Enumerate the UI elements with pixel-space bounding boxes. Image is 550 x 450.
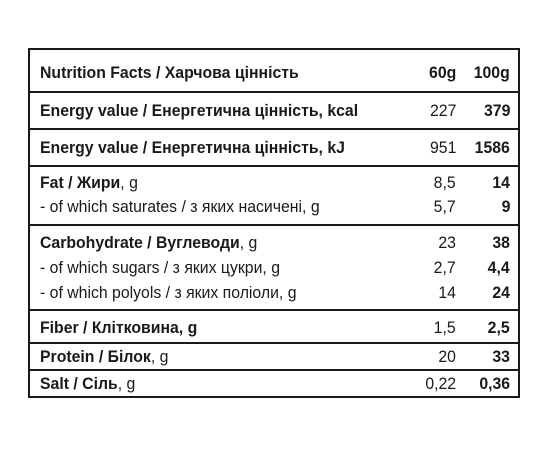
- table-row: Energy value / Енергетична цінність, kca…: [30, 100, 518, 122]
- row-label: - of which sugars / з яких цукри, g: [40, 258, 281, 277]
- value-60g: 1,5: [434, 318, 456, 337]
- divider: [30, 369, 518, 371]
- row-label: Energy value / Енергетична цінність, kca…: [40, 101, 359, 120]
- row-label: Protein / Білок, g: [40, 347, 169, 366]
- value-60g: 227: [429, 101, 456, 120]
- row-label: Energy value / Енергетична цінність, kJ: [40, 138, 345, 157]
- value-100g: 379: [483, 101, 510, 120]
- divider: [30, 224, 518, 226]
- value-60g: 951: [429, 138, 456, 157]
- table-row: Fat / Жири, g 8,5 14: [30, 172, 518, 194]
- row-label: Fat / Жири, g: [40, 173, 138, 192]
- value-100g: 33: [492, 347, 510, 366]
- divider: [30, 165, 518, 167]
- table-row: Protein / Білок, g 20 33: [30, 346, 518, 368]
- value-100g: 14: [492, 173, 510, 192]
- table-row: Salt / Сіль, g 0,22 0,36: [30, 373, 518, 395]
- column-header-100g: 100g: [473, 63, 510, 82]
- value-60g: 8,5: [434, 173, 456, 192]
- table-row: Carbohydrate / Вуглеводи, g 23 38: [30, 232, 518, 254]
- value-60g: 2,7: [434, 258, 456, 277]
- table-row: Energy value / Енергетична цінність, kJ …: [30, 137, 518, 159]
- nutrition-facts-table: Nutrition Facts / Харчова цінність 60g 1…: [28, 48, 520, 398]
- table-row: - of which polyols / з яких поліоли, g 1…: [30, 282, 518, 304]
- divider: [30, 309, 518, 311]
- value-100g: 0,36: [479, 374, 510, 393]
- row-label: - of which polyols / з яких поліоли, g: [40, 283, 297, 302]
- table-title: Nutrition Facts / Харчова цінність: [40, 63, 299, 82]
- table-row: Fiber / Клітковина, g 1,5 2,5: [30, 317, 518, 339]
- divider: [30, 128, 518, 130]
- header-row: Nutrition Facts / Харчова цінність 60g 1…: [30, 62, 518, 84]
- value-100g: 38: [492, 233, 510, 252]
- value-60g: 20: [438, 347, 456, 366]
- row-label: Carbohydrate / Вуглеводи, g: [40, 233, 258, 252]
- value-60g: 14: [438, 283, 456, 302]
- divider: [30, 91, 518, 93]
- table-row: - of which saturates / з яких насичені, …: [30, 196, 518, 218]
- value-100g: 24: [492, 283, 510, 302]
- divider: [30, 342, 518, 344]
- column-header-60g: 60g: [428, 63, 456, 82]
- value-60g: 5,7: [434, 197, 456, 216]
- row-label: - of which saturates / з яких насичені, …: [40, 197, 320, 216]
- row-label: Fiber / Клітковина, g: [40, 318, 198, 337]
- value-100g: 4,4: [488, 258, 510, 277]
- table-row: - of which sugars / з яких цукри, g 2,7 …: [30, 257, 518, 279]
- value-100g: 2,5: [488, 318, 510, 337]
- value-60g: 23: [438, 233, 456, 252]
- value-60g: 0,22: [425, 374, 456, 393]
- value-100g: 1586: [474, 138, 510, 157]
- value-100g: 9: [501, 197, 510, 216]
- row-label: Salt / Сіль, g: [40, 374, 136, 393]
